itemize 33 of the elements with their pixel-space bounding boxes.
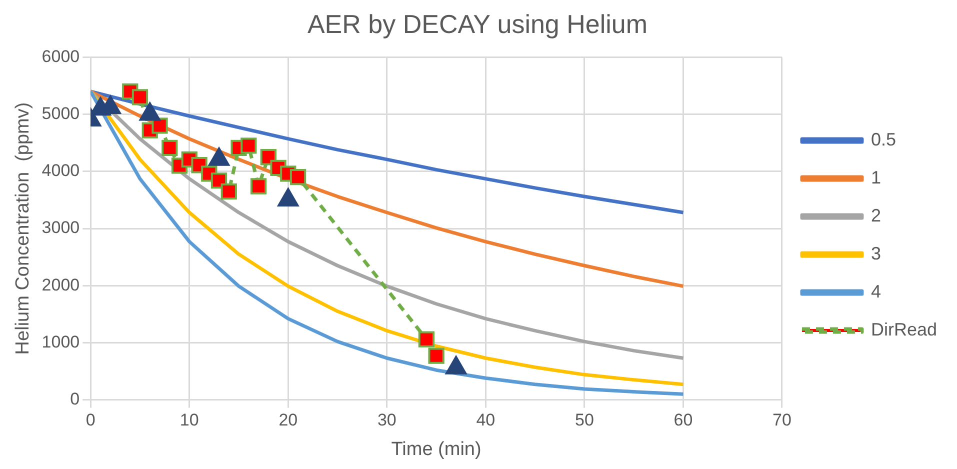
point [220, 183, 237, 200]
y-tick-label: 3000 [42, 218, 80, 238]
legend-label: 2 [870, 205, 881, 226]
chart-title: AER by DECAY using Helium [307, 8, 648, 39]
legend-label: DirRead [870, 319, 938, 340]
x-tick-label: 70 [772, 410, 792, 430]
x-tick-label: 0 [86, 410, 96, 430]
x-tick-label: 50 [574, 410, 594, 430]
x-tick-label: 60 [674, 410, 693, 430]
x-tick-label: 30 [377, 410, 396, 430]
y-tick-label: 6000 [42, 46, 80, 66]
y-tick-label: 2000 [42, 275, 80, 294]
y-tick-label: 4000 [42, 161, 80, 180]
y-axis-title: Helium Concentration (ppmv) [12, 102, 34, 355]
point [418, 331, 434, 348]
point [428, 348, 444, 364]
point [162, 140, 178, 156]
legend-label: 0.5 [870, 129, 896, 150]
y-tick-label: 0 [70, 389, 80, 408]
x-tick-label: 40 [476, 410, 496, 430]
x-axis-title: Time (min) [391, 438, 482, 460]
point [240, 138, 257, 154]
y-tick-label: 5000 [42, 104, 80, 123]
point [132, 89, 148, 106]
point [250, 178, 267, 194]
point [290, 169, 306, 186]
x-tick-label: 20 [278, 410, 298, 430]
y-tick-label: 1000 [42, 332, 80, 352]
legend-label: 4 [870, 281, 881, 302]
point [152, 118, 168, 134]
legend-label: 1 [870, 167, 881, 188]
legend-label: 3 [870, 243, 881, 264]
x-tick-label: 10 [180, 410, 199, 430]
